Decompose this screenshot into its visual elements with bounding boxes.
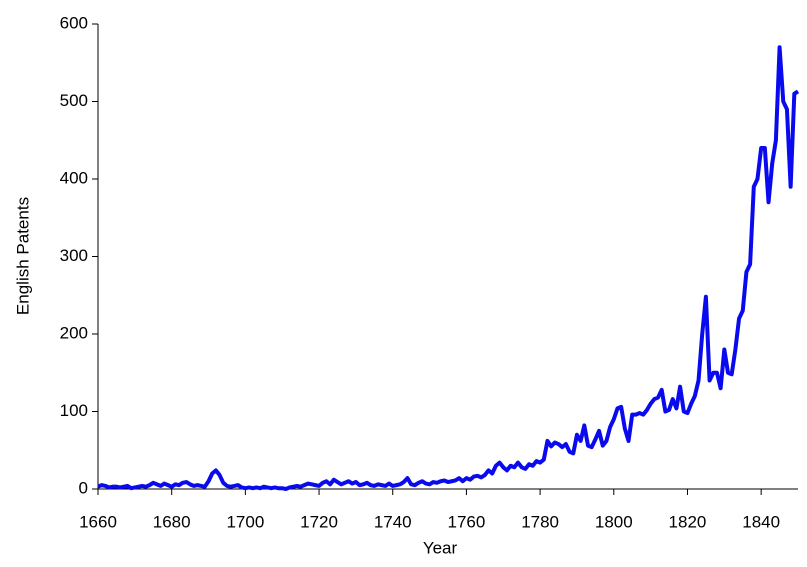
x-tick-label: 1780 bbox=[521, 512, 559, 531]
x-tick-label: 1700 bbox=[226, 512, 264, 531]
data-line bbox=[97, 45, 800, 491]
x-tick-label: 1840 bbox=[742, 512, 780, 531]
x-tick-label: 1800 bbox=[595, 512, 633, 531]
y-tick-label: 300 bbox=[60, 246, 88, 265]
y-tick-label: 0 bbox=[79, 478, 88, 497]
y-tick-label: 100 bbox=[60, 401, 88, 420]
y-tick-label: 200 bbox=[60, 323, 88, 342]
y-tick-label: 600 bbox=[60, 13, 88, 32]
x-axis-title: Year bbox=[423, 538, 458, 557]
x-tick-label: 1680 bbox=[153, 512, 191, 531]
x-tick-label: 1720 bbox=[300, 512, 338, 531]
x-tick-label: 1820 bbox=[669, 512, 707, 531]
y-tick-label: 500 bbox=[60, 91, 88, 110]
x-tick-label: 1660 bbox=[79, 512, 117, 531]
y-axis-title: English Patents bbox=[13, 197, 32, 315]
x-tick-label: 1740 bbox=[374, 512, 412, 531]
y-tick-label: 400 bbox=[60, 168, 88, 187]
x-tick-label: 1760 bbox=[448, 512, 486, 531]
